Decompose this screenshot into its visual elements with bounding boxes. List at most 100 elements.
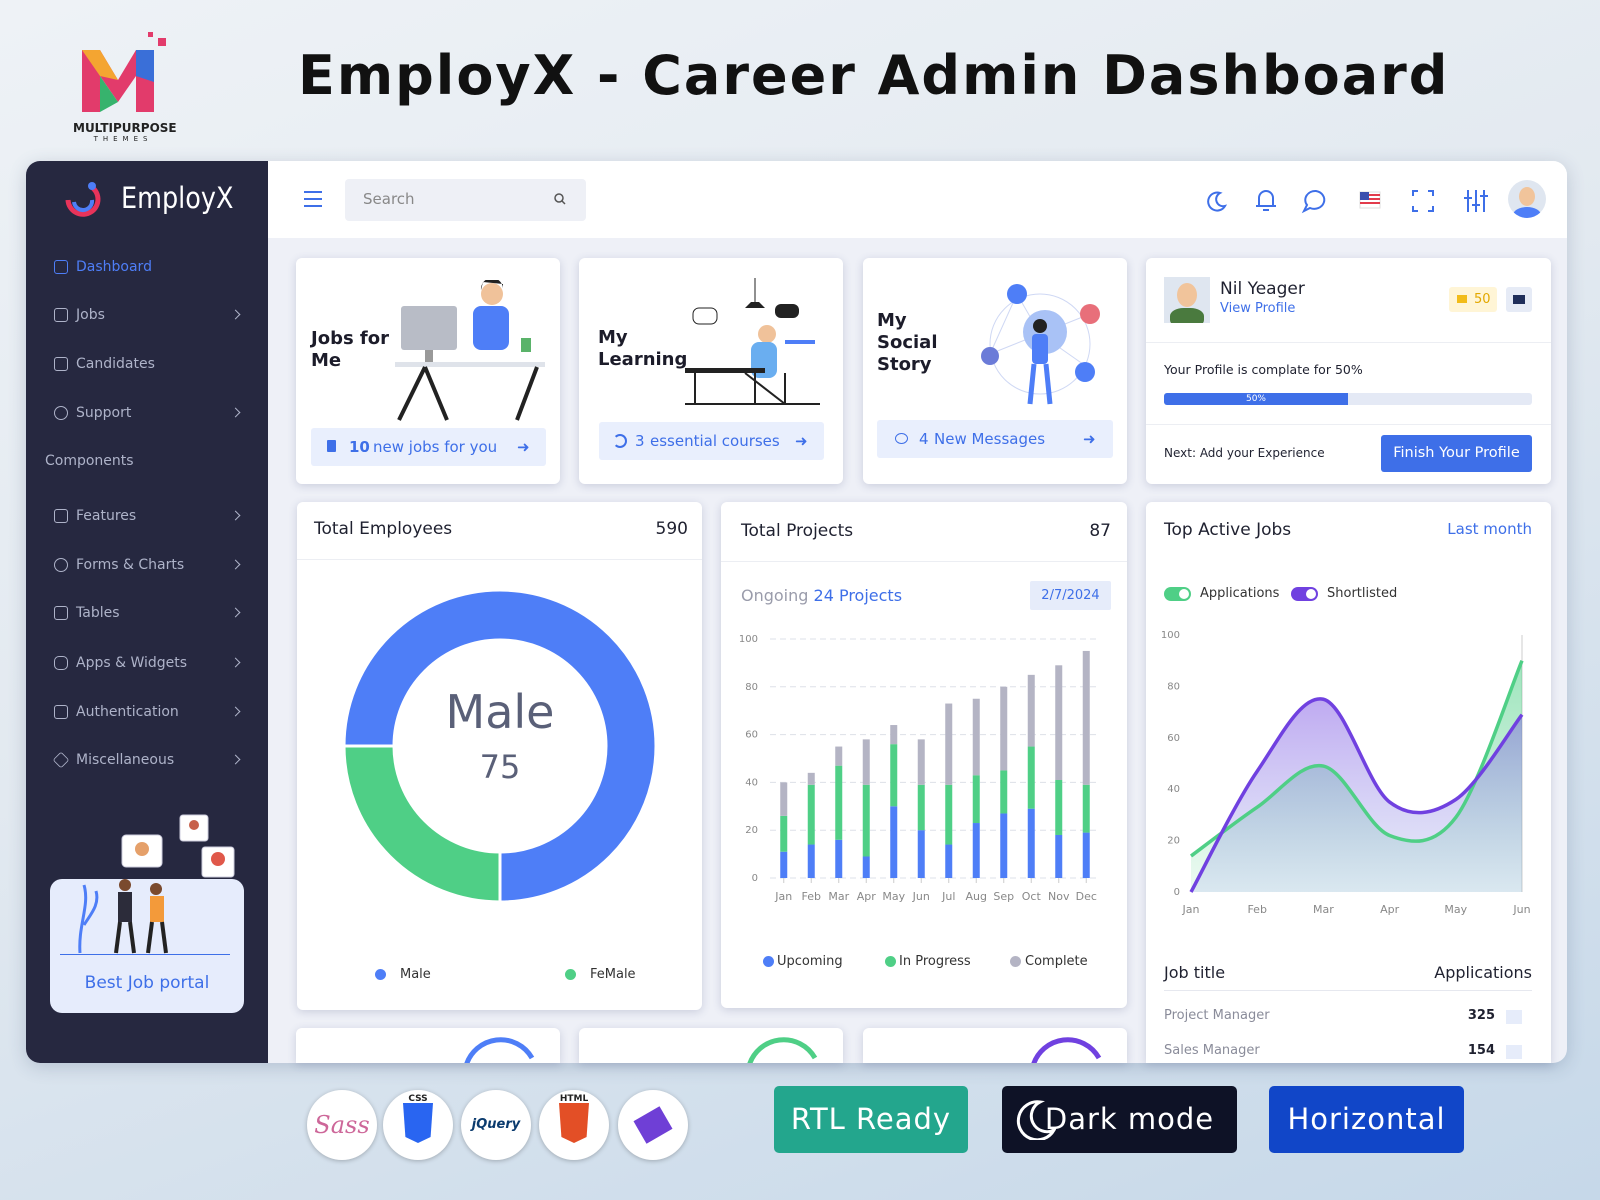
legend-label[interactable]: Complete: [1025, 954, 1088, 969]
bar-segment: [1000, 813, 1008, 878]
menu-label[interactable]: Tables: [76, 605, 120, 621]
x-tick-label: Feb: [1247, 903, 1266, 916]
progress-bar: 50%: [1164, 393, 1348, 405]
bar-segment: [972, 775, 980, 824]
card-total: 590: [655, 519, 688, 539]
legend-dot: [885, 956, 896, 967]
donut-center-value: 75: [479, 748, 521, 786]
profile-avatar: [1164, 277, 1210, 323]
x-tick-label: Mar: [828, 890, 849, 903]
card-count[interactable]: 4: [919, 430, 929, 448]
feature-button[interactable]: Dark mode: [1002, 1086, 1237, 1153]
app-name: EmployX: [121, 181, 234, 215]
search-box[interactable]: Search: [345, 179, 586, 221]
x-tick-label: Nov: [1048, 890, 1070, 903]
card-count[interactable]: 3: [635, 432, 645, 450]
y-tick-label: 100: [1161, 630, 1180, 641]
tech-badge: jQuery: [461, 1090, 531, 1160]
feature-label[interactable]: Dark mode: [1044, 1102, 1215, 1136]
social-illustration: [981, 284, 1100, 405]
donut-slice: [342, 744, 502, 904]
finish-button[interactable]: Finish Your Profile: [1381, 435, 1532, 472]
page-title: EmployX - Career Admin Dashboard: [298, 44, 1450, 107]
mail-button[interactable]: [1506, 287, 1532, 312]
stat-rings: [464, 1037, 1102, 1063]
legend-toggle[interactable]: [1291, 587, 1318, 601]
user-avatar[interactable]: [1508, 180, 1546, 218]
bar-segment: [780, 851, 788, 878]
table-cell: Project Manager: [1164, 1008, 1270, 1023]
y-tick-label: 40: [745, 777, 758, 788]
x-tick-label: Dec: [1076, 890, 1097, 903]
bar-segment: [835, 765, 843, 840]
menu-item[interactable]: Candidates: [44, 352, 254, 376]
menu-label[interactable]: Candidates: [76, 356, 155, 372]
subtitle-text: Ongoing: [741, 586, 809, 605]
x-tick-label: Jan: [1182, 903, 1200, 916]
menu-toggle[interactable]: [303, 190, 325, 208]
bar-segment: [1027, 746, 1035, 809]
tech-badge: [618, 1090, 688, 1160]
menu-item[interactable]: Forms & Charts: [44, 553, 254, 577]
divider: [297, 559, 702, 560]
menu-item[interactable]: Jobs: [44, 303, 254, 327]
bar-segment: [1027, 808, 1035, 878]
menu-item[interactable]: Support: [44, 401, 254, 425]
period-link[interactable]: Last month: [1447, 520, 1532, 538]
legend-label[interactable]: FeMale: [590, 967, 636, 982]
menu-item[interactable]: Dashboard: [44, 255, 254, 279]
x-tick-label: Apr: [857, 890, 877, 903]
points-value: 50: [1474, 292, 1491, 307]
legend-label[interactable]: In Progress: [899, 954, 971, 969]
menu-label[interactable]: Authentication: [76, 704, 179, 720]
legend-label[interactable]: Applications: [1200, 586, 1280, 601]
x-tick-label: Feb: [802, 890, 821, 903]
y-tick-label: 20: [1167, 836, 1180, 847]
profile-link[interactable]: View Profile: [1220, 301, 1296, 316]
menu-item[interactable]: Miscellaneous: [44, 748, 254, 772]
menu-label[interactable]: Support: [76, 405, 132, 421]
card-count[interactable]: 10: [349, 438, 370, 456]
menu-label[interactable]: Apps & Widgets: [76, 655, 188, 671]
table-cell: 325: [1467, 1008, 1495, 1023]
card-action[interactable]: 4 New Messages ➜: [877, 420, 1113, 458]
bar-segment: [972, 823, 980, 878]
bar-segment: [807, 772, 815, 785]
y-tick-label: 0: [752, 873, 758, 884]
menu-item[interactable]: Apps & Widgets: [44, 651, 254, 675]
menu-item[interactable]: Features: [44, 504, 254, 528]
card-action-text[interactable]: New Messages: [934, 430, 1046, 448]
feature-button[interactable]: RTL Ready: [774, 1086, 968, 1153]
search-icon[interactable]: [553, 192, 567, 206]
menu-label[interactable]: Forms & Charts: [76, 557, 185, 573]
card-title: My Learning: [598, 327, 688, 370]
x-tick-label: May: [882, 890, 905, 903]
topbar-icons[interactable]: [1200, 186, 1550, 216]
y-tick-label: 20: [745, 825, 758, 836]
card-action-text[interactable]: new jobs for you: [373, 438, 498, 456]
feature-button[interactable]: Horizontal: [1269, 1086, 1464, 1153]
profile-completion: Your Profile is complate for 50%: [1164, 362, 1363, 377]
bar-segment: [917, 739, 925, 785]
menu-item[interactable]: Tables: [44, 601, 254, 625]
menu-label[interactable]: Miscellaneous: [76, 752, 175, 768]
menu-label[interactable]: Jobs: [76, 307, 105, 323]
trend-icon[interactable]: [1506, 1010, 1522, 1024]
card-action[interactable]: 10 new jobs for you ➜: [311, 428, 546, 466]
menu-label[interactable]: Features: [76, 508, 137, 524]
bar-segment: [1000, 686, 1008, 771]
date-badge[interactable]: 2/7/2024: [1030, 581, 1111, 610]
legend-label[interactable]: Shortlisted: [1327, 586, 1398, 601]
legend-toggle[interactable]: [1164, 587, 1191, 601]
bar-segment: [862, 784, 870, 857]
menu-item[interactable]: Authentication: [44, 700, 254, 724]
legend-label[interactable]: Upcoming: [777, 954, 843, 969]
legend-label[interactable]: Male: [400, 967, 431, 982]
trend-icon[interactable]: [1506, 1045, 1522, 1059]
menu-label[interactable]: Dashboard: [76, 259, 152, 275]
card-action[interactable]: 3 essential courses ➜: [599, 422, 824, 460]
x-tick-label: Jun: [912, 890, 930, 903]
card-action-text[interactable]: essential courses: [650, 432, 780, 450]
card-title: Total Employees: [314, 519, 453, 539]
